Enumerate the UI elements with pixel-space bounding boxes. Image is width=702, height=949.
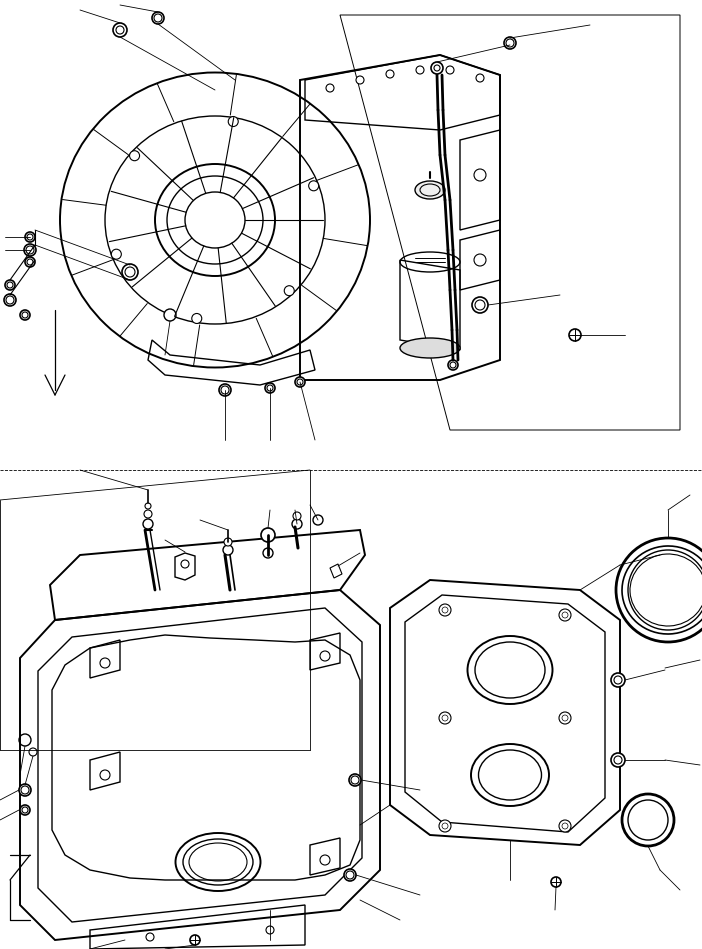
Circle shape	[224, 538, 232, 546]
Circle shape	[614, 756, 622, 764]
Circle shape	[292, 519, 302, 529]
Circle shape	[559, 820, 571, 832]
Circle shape	[21, 786, 29, 794]
Circle shape	[5, 280, 15, 290]
Circle shape	[228, 117, 238, 126]
Circle shape	[192, 313, 201, 324]
Circle shape	[19, 784, 31, 796]
Circle shape	[295, 377, 305, 387]
Circle shape	[24, 244, 36, 256]
Circle shape	[261, 528, 275, 542]
Circle shape	[25, 257, 35, 267]
Circle shape	[20, 310, 30, 320]
Circle shape	[164, 309, 176, 321]
Polygon shape	[330, 564, 342, 578]
Circle shape	[265, 383, 275, 393]
Circle shape	[439, 712, 451, 724]
Circle shape	[559, 712, 571, 724]
Circle shape	[475, 300, 485, 310]
Circle shape	[293, 512, 301, 520]
Circle shape	[344, 869, 356, 881]
Circle shape	[313, 515, 323, 525]
Circle shape	[439, 604, 451, 616]
Circle shape	[25, 232, 35, 242]
Circle shape	[611, 753, 625, 767]
Circle shape	[27, 234, 33, 240]
Circle shape	[351, 776, 359, 784]
Circle shape	[346, 871, 354, 879]
Circle shape	[219, 384, 231, 396]
Circle shape	[112, 250, 121, 259]
Circle shape	[223, 545, 233, 555]
Circle shape	[130, 151, 140, 160]
Circle shape	[221, 386, 229, 394]
Circle shape	[116, 26, 124, 34]
Circle shape	[476, 74, 484, 82]
Circle shape	[145, 503, 151, 509]
Circle shape	[504, 37, 516, 49]
Circle shape	[349, 774, 361, 786]
Circle shape	[144, 510, 152, 518]
Circle shape	[267, 385, 273, 391]
Circle shape	[611, 673, 625, 687]
Circle shape	[284, 286, 294, 296]
Circle shape	[551, 877, 561, 887]
Circle shape	[506, 39, 514, 47]
Circle shape	[614, 676, 622, 684]
Circle shape	[416, 66, 424, 74]
Circle shape	[22, 312, 28, 318]
Circle shape	[448, 360, 458, 370]
Circle shape	[356, 76, 364, 84]
Circle shape	[113, 23, 127, 37]
Circle shape	[125, 267, 135, 277]
Circle shape	[190, 935, 200, 945]
Circle shape	[122, 264, 138, 280]
Circle shape	[431, 62, 443, 74]
Polygon shape	[175, 553, 195, 580]
Circle shape	[7, 282, 13, 288]
Circle shape	[309, 181, 319, 191]
Circle shape	[20, 805, 30, 815]
Circle shape	[559, 609, 571, 621]
Circle shape	[22, 807, 28, 813]
Circle shape	[450, 362, 456, 368]
Circle shape	[4, 294, 16, 306]
Circle shape	[263, 548, 273, 558]
Circle shape	[152, 12, 164, 24]
Ellipse shape	[400, 338, 460, 358]
Circle shape	[143, 519, 153, 529]
Circle shape	[434, 65, 440, 71]
Ellipse shape	[415, 181, 445, 199]
Circle shape	[386, 70, 394, 78]
Circle shape	[27, 259, 33, 265]
Circle shape	[6, 296, 14, 304]
Circle shape	[326, 84, 334, 92]
Circle shape	[569, 329, 581, 341]
Circle shape	[472, 297, 488, 313]
Circle shape	[439, 820, 451, 832]
Circle shape	[297, 379, 303, 385]
Circle shape	[154, 14, 162, 22]
Circle shape	[446, 66, 454, 74]
Circle shape	[26, 246, 34, 254]
